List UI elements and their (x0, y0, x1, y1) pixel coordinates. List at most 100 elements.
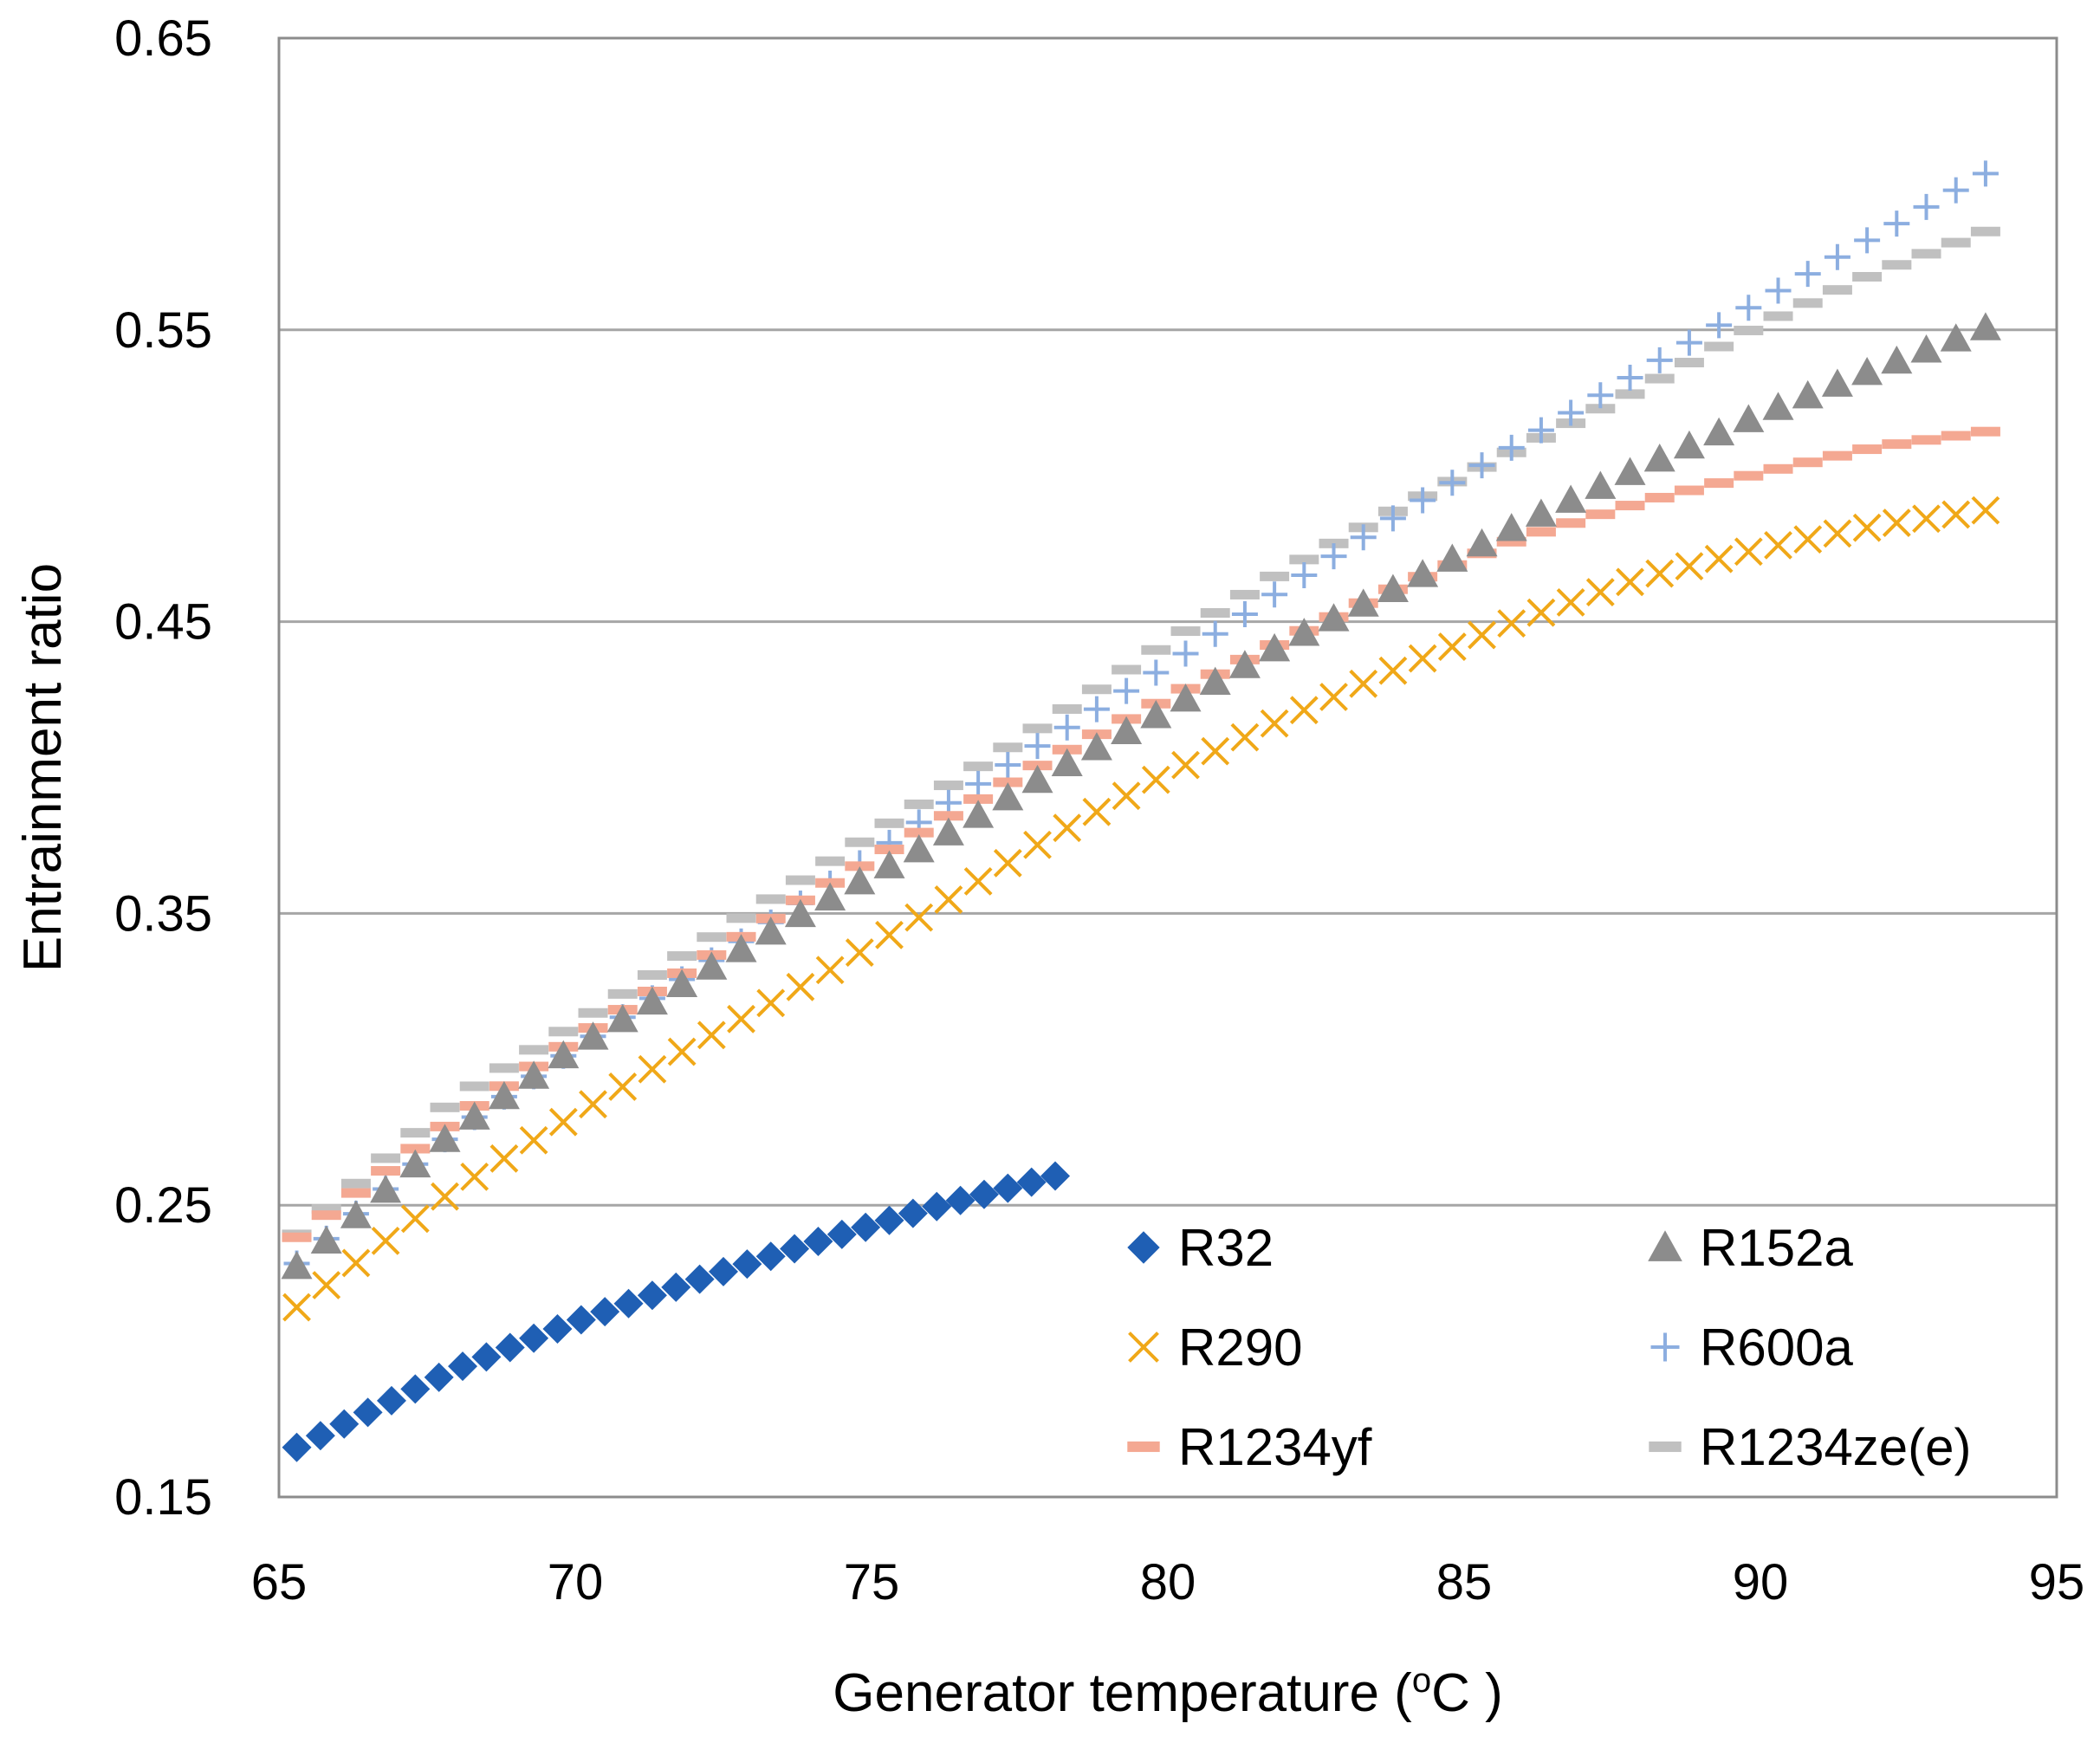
data-point-r290 (638, 1054, 667, 1084)
data-point-r600a (1883, 211, 1910, 237)
data-point-r152a (1051, 748, 1083, 777)
data-point-r1234ze-e (1792, 298, 1823, 308)
data-point-r290 (312, 1271, 341, 1299)
data-point-r1234ze-e (845, 837, 875, 847)
data-point-r32 (424, 1362, 454, 1392)
data-point-r152a (1851, 356, 1883, 386)
data-point-r1234yf (311, 1210, 341, 1221)
x-axis-title-superscript: o (1412, 1662, 1431, 1700)
data-point-r290 (1556, 587, 1585, 617)
data-point-r600a (1410, 487, 1436, 514)
data-point-r152a (1643, 444, 1675, 472)
data-point-r290 (1171, 750, 1200, 780)
data-point-r1234ze-e (459, 1081, 489, 1092)
data-point-r1234yf (1792, 457, 1823, 468)
data-point-r152a (606, 1003, 638, 1033)
data-point-r600a (1765, 277, 1792, 304)
data-point-r152a (1703, 417, 1735, 446)
x-tick-label: 70 (548, 1554, 604, 1610)
data-point-r1234ze-e (667, 951, 697, 962)
data-point-r32 (755, 1241, 786, 1272)
data-point-r290 (460, 1162, 489, 1191)
data-point-r152a (962, 800, 995, 828)
data-point-r290 (1793, 525, 1823, 554)
data-point-r290 (1319, 683, 1348, 711)
data-point-r1234yf (963, 794, 994, 804)
data-point-r290 (1823, 519, 1852, 548)
x-axis-title: Generator temperature (oC ) (833, 1662, 1502, 1723)
data-point-r32 (780, 1234, 810, 1264)
data-point-r290 (1260, 709, 1289, 738)
data-point-r600a (995, 751, 1021, 778)
data-point-r152a (281, 1250, 313, 1280)
y-tick-label: 0.35 (114, 885, 212, 942)
legend-marker-r152a (1648, 1230, 1682, 1261)
data-point-r152a (873, 850, 905, 878)
data-point-r290 (400, 1204, 430, 1234)
data-point-r1234ze-e (1644, 373, 1675, 384)
series-r32 (282, 1161, 1071, 1462)
legend-label-r600a: R600a (1700, 1319, 1853, 1377)
data-point-r32 (376, 1385, 406, 1416)
data-point-r1234yf (1556, 518, 1586, 528)
data-point-r152a (1585, 470, 1617, 499)
data-point-r1234ze-e (755, 894, 786, 904)
data-point-r32 (613, 1288, 644, 1319)
plot-area-frame (277, 36, 2058, 1499)
data-point-r600a (1379, 505, 1406, 532)
data-point-r290 (1230, 722, 1260, 752)
data-point-r290 (1616, 567, 1644, 597)
data-point-r152a (1228, 650, 1261, 678)
data-point-r1234ze-e (1081, 684, 1112, 695)
data-point-r32 (329, 1409, 360, 1439)
data-point-r600a (1587, 382, 1614, 409)
data-point-r600a (1527, 417, 1554, 444)
data-point-r32 (922, 1191, 952, 1221)
data-point-r152a (1762, 392, 1794, 420)
data-point-r1234ze-e (904, 799, 934, 809)
data-point-r290 (904, 903, 934, 932)
data-point-r600a (1231, 601, 1258, 628)
data-point-r1234yf (1882, 439, 1912, 450)
data-point-r1234yf (874, 844, 904, 854)
data-point-r1234ze-e (1260, 571, 1290, 581)
data-point-r152a (844, 866, 876, 895)
data-point-r152a (1347, 588, 1379, 617)
data-point-r1234ze-e (993, 742, 1023, 753)
data-point-r152a (1733, 404, 1765, 432)
data-point-r1234yf (1822, 450, 1852, 461)
data-point-r32 (353, 1397, 383, 1428)
data-point-r600a (1291, 562, 1318, 589)
data-point-r152a (1466, 528, 1498, 557)
data-point-r600a (1261, 581, 1288, 608)
data-point-r600a (1675, 329, 1702, 356)
data-point-r600a (1854, 227, 1881, 254)
data-point-r1234yf (1496, 536, 1526, 547)
data-point-r32 (282, 1432, 312, 1462)
data-point-r152a (399, 1149, 431, 1178)
data-point-r290 (845, 938, 874, 967)
data-point-r152a (458, 1101, 490, 1130)
data-point-r152a (1199, 666, 1231, 696)
legend-label-r32: R32 (1178, 1219, 1274, 1277)
data-point-r32 (542, 1314, 573, 1345)
data-point-r1234ze-e (340, 1178, 371, 1189)
series-r290 (282, 496, 2000, 1322)
data-point-r600a (1320, 543, 1347, 570)
data-point-r32 (400, 1374, 431, 1404)
data-point-r152a (1288, 618, 1320, 646)
data-point-r290 (371, 1226, 400, 1255)
data-point-r1234yf (1615, 501, 1645, 511)
data-point-r32 (851, 1212, 881, 1242)
data-point-r1234ze-e (1970, 226, 2000, 237)
data-point-r290 (548, 1107, 578, 1137)
data-point-r290 (1289, 696, 1319, 725)
data-point-r1234yf (400, 1144, 431, 1154)
data-point-r32 (1040, 1161, 1071, 1191)
data-point-r600a (1706, 312, 1733, 339)
data-point-r1234yf (1852, 444, 1883, 455)
x-axis-ticks: 65 70 75 80 85 90 95 (251, 1554, 2085, 1610)
data-point-r290 (786, 972, 815, 1001)
data-point-r32 (898, 1198, 928, 1228)
data-point-r32 (305, 1421, 335, 1451)
